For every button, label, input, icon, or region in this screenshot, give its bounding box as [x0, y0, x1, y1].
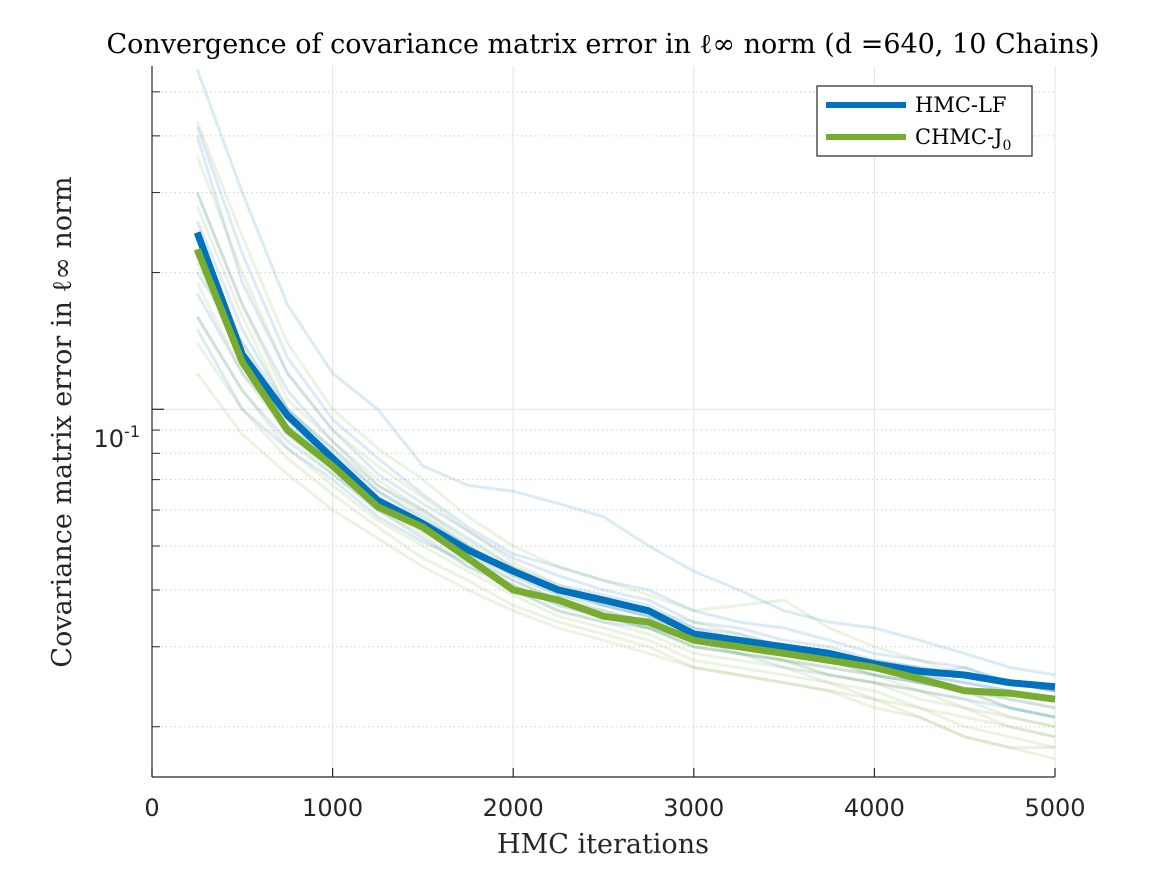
chain-line-chmc-j0-7 [195, 342, 1055, 749]
x-tick-label-1000: 1000 [302, 794, 363, 822]
chain-line-hmc-lf-7 [195, 328, 1056, 719]
chain-line-hmc-lf-3 [195, 192, 1056, 693]
plot-area [152, 66, 1055, 777]
series-line-chmc-j0 [193, 248, 1056, 703]
chain-line-hmc-lf-1 [195, 68, 1056, 677]
chain-line-chmc-j0-8 [195, 372, 1056, 761]
legend: HMC-LF CHMC-J0 [816, 85, 1033, 157]
x-tick-label-2000: 2000 [483, 794, 544, 822]
mean-series [193, 231, 1056, 703]
axes [151, 66, 1055, 778]
x-tick-label-3000: 3000 [663, 794, 724, 822]
y-tick-exponent: -1 [124, 422, 140, 441]
chain-line-chmc-j0-5 [195, 282, 1056, 739]
x-tick-label-5000: 5000 [1024, 794, 1085, 822]
chain-line-chmc-j0-1 [195, 121, 1056, 693]
x-ticks: 0 1000 2000 3000 4000 5000 [144, 768, 1086, 822]
legend-label-hmc-lf: HMC-LF [915, 93, 1007, 117]
series-line-hmc-lf [193, 231, 1056, 691]
y-axis-label: Covariance matrix error in ℓ∞ norm [47, 176, 78, 667]
x-tick-label-0: 0 [144, 794, 159, 822]
y-ticks: 10-1 [94, 422, 141, 453]
chart-title: Convergence of covariance matrix error i… [106, 29, 1099, 60]
chain-line-hmc-lf-2 [195, 125, 1056, 693]
legend-box [816, 85, 1033, 157]
x-tick-label-4000: 4000 [844, 794, 905, 822]
chain-line-chmc-j0-9 [195, 192, 1056, 710]
y-tick-base: 10 [94, 425, 125, 453]
chain-line-chmc-j0-6 [195, 315, 1056, 749]
x-axis-label: HMC iterations [497, 829, 709, 860]
y-tick-label-0.1: 10-1 [94, 422, 141, 453]
legend-label-chmc-j0: CHMC-J0 [915, 125, 1011, 154]
chain-line-hmc-lf-8 [195, 135, 1056, 693]
